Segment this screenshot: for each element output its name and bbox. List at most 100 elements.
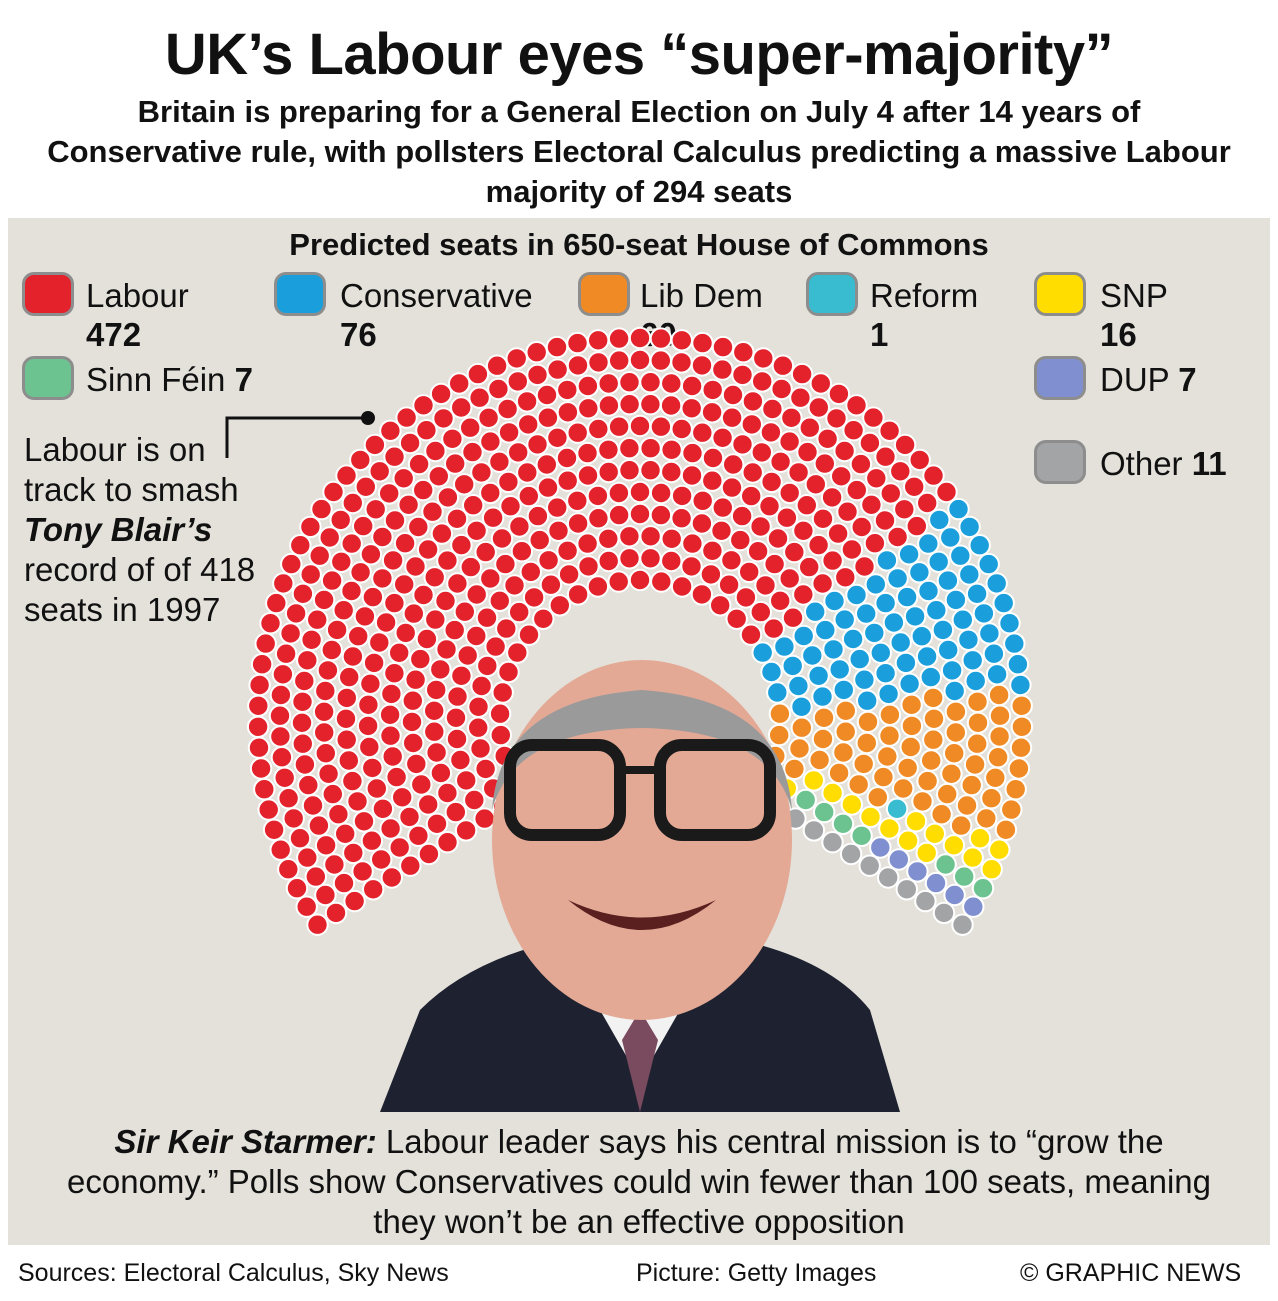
seat-conservative — [915, 645, 939, 668]
seat-labour — [680, 464, 704, 487]
seat-labour — [346, 790, 369, 813]
seat-lib-dem — [966, 732, 989, 755]
legend-count-conservative: 76 — [340, 316, 377, 353]
seat-labour — [741, 461, 764, 484]
seat-labour — [477, 406, 500, 429]
seat-labour — [459, 416, 482, 439]
seat-labour — [280, 552, 303, 576]
seat-labour — [425, 741, 448, 764]
seat-conservative — [833, 608, 856, 631]
seat-labour — [517, 623, 541, 646]
seat-conservative — [992, 591, 1015, 615]
seat-conservative — [968, 534, 991, 557]
legend-label-dup-name: DUP — [1100, 361, 1170, 398]
legend-count-dup: 7 — [1178, 361, 1197, 398]
seat-lib-dem — [768, 702, 792, 725]
seat-labour — [566, 512, 590, 535]
seat-lib-dem — [855, 731, 878, 755]
seat-lib-dem — [834, 720, 857, 743]
seat-labour — [759, 421, 783, 444]
seat-labour — [363, 433, 387, 457]
seat-labour — [474, 757, 497, 781]
seat-labour — [628, 348, 652, 372]
seat-labour — [307, 814, 331, 837]
seat-labour — [751, 370, 774, 393]
seat-labour — [722, 453, 745, 476]
seat-labour — [863, 532, 887, 555]
seat-labour — [467, 695, 490, 718]
seat-labour — [539, 573, 563, 596]
seat-conservative — [897, 543, 921, 566]
seat-labour — [607, 415, 631, 438]
seat-labour — [332, 599, 355, 622]
seat-other — [877, 866, 900, 889]
seat-labour — [293, 669, 316, 693]
seat-labour — [449, 748, 472, 772]
annotation-leader-dot — [361, 411, 375, 425]
seat-labour — [358, 735, 381, 759]
seat-labour — [259, 612, 282, 635]
seat-snp — [915, 841, 938, 865]
seat-labour — [555, 446, 579, 470]
seat-labour — [720, 549, 743, 572]
seat-conservative — [895, 585, 919, 609]
seat-labour — [325, 618, 349, 642]
seat-labour — [536, 476, 560, 499]
seat-labour — [327, 803, 350, 826]
seat-labour — [681, 532, 704, 555]
seat-labour — [809, 372, 832, 395]
seat-labour — [295, 895, 318, 918]
seat-labour — [353, 605, 377, 628]
seat-labour — [849, 452, 873, 476]
seat-labour — [729, 528, 752, 552]
seat-dup — [906, 860, 929, 883]
seat-labour — [410, 773, 433, 796]
seat-conservative — [982, 642, 1006, 665]
seat-conservative — [958, 563, 981, 586]
seat-labour — [470, 674, 493, 698]
seat-labour — [607, 481, 631, 505]
seat-conservative — [917, 579, 940, 603]
seat-labour — [711, 426, 734, 449]
seat-conservative — [841, 627, 865, 651]
seat-labour — [291, 690, 314, 713]
seat-labour — [380, 866, 403, 889]
seat-labour — [526, 363, 549, 387]
seat-labour — [329, 508, 352, 532]
seat-labour — [354, 475, 377, 498]
note-emphasis: Tony Blair’s — [24, 511, 213, 548]
seat-labour — [250, 653, 274, 676]
seat-labour — [804, 473, 827, 496]
seat-labour — [412, 478, 435, 502]
seat-sinn-f-in — [831, 812, 855, 835]
seat-labour — [393, 573, 416, 596]
seat-lib-dem — [788, 737, 811, 760]
seat-labour — [821, 549, 844, 572]
seat-labour — [284, 602, 308, 625]
legend-swatch-dup — [1034, 356, 1086, 400]
seat-labour — [248, 673, 271, 697]
seat-labour — [681, 441, 704, 465]
seat-lib-dem — [852, 752, 875, 776]
seat-conservative — [792, 624, 815, 648]
seat-labour — [720, 476, 744, 499]
seat-labour — [842, 419, 865, 442]
seat-labour — [254, 632, 277, 655]
seat-labour — [649, 481, 673, 505]
seat-labour — [296, 846, 319, 869]
seat-labour — [811, 572, 834, 595]
seat-labour — [546, 426, 569, 449]
seat-labour — [701, 378, 724, 402]
caption-lead: Sir Keir Starmer: — [114, 1123, 377, 1160]
seat-labour — [639, 393, 662, 416]
seat-labour — [517, 484, 540, 508]
seat-labour — [576, 532, 599, 555]
seat-labour — [424, 608, 447, 631]
seat-lib-dem — [1010, 715, 1034, 738]
seat-labour — [497, 421, 521, 444]
seat-lib-dem — [1004, 778, 1027, 801]
seat-labour — [781, 606, 805, 629]
seat-labour — [277, 858, 300, 881]
seat-labour — [265, 591, 288, 615]
seat-labour — [361, 585, 385, 609]
